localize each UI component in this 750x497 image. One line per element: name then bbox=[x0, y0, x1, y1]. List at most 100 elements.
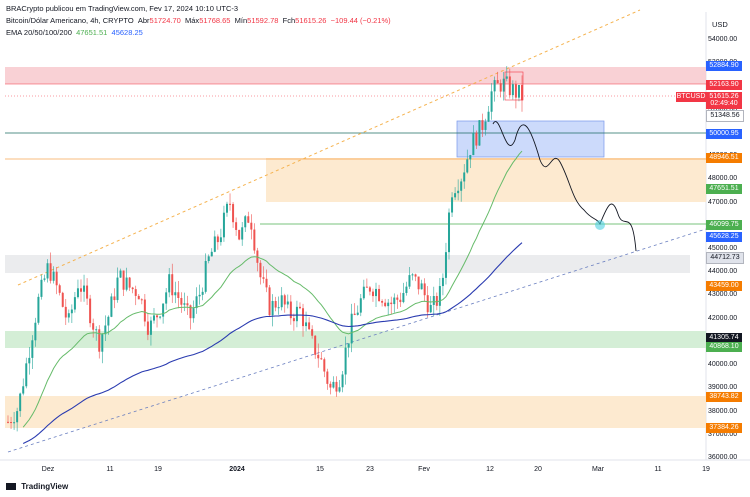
ema-label: EMA 20/50/100/200 bbox=[6, 28, 72, 37]
candle-body bbox=[232, 204, 235, 223]
upper-trendline bbox=[17, 9, 641, 286]
candle-body bbox=[83, 285, 86, 292]
candle-body bbox=[131, 287, 134, 290]
candle-body bbox=[19, 393, 22, 412]
candle-body bbox=[22, 386, 25, 394]
candle-body bbox=[49, 263, 52, 281]
price-tick: 45000.00 bbox=[708, 245, 738, 252]
candle-body bbox=[262, 277, 265, 279]
candle-body bbox=[165, 292, 168, 304]
candle-body bbox=[55, 271, 58, 286]
price-tick: 36000.00 bbox=[708, 454, 738, 461]
candle-body bbox=[426, 295, 429, 313]
candle-body bbox=[508, 76, 511, 96]
candle-body bbox=[292, 318, 295, 322]
price-tick: 43000.00 bbox=[708, 291, 738, 299]
candle-body bbox=[338, 387, 341, 392]
candle-body bbox=[341, 374, 344, 388]
candle-body bbox=[298, 306, 301, 309]
candle-body bbox=[241, 227, 244, 240]
candle-body bbox=[408, 275, 411, 287]
candle-body bbox=[207, 256, 210, 262]
price-tick: 47000.00 bbox=[708, 198, 738, 206]
candle-body bbox=[104, 325, 107, 335]
candle-body bbox=[414, 274, 417, 277]
candle-body bbox=[122, 270, 125, 290]
candle-body bbox=[174, 292, 177, 296]
candle-body bbox=[411, 274, 414, 276]
candle-body bbox=[210, 251, 213, 257]
price-tick: 37000.00 bbox=[708, 430, 738, 438]
candle-series bbox=[7, 66, 523, 432]
time-tick: Dez bbox=[41, 466, 55, 473]
symbol-title[interactable]: Bitcoin/Dólar Americano, 4h, CRYPTO bbox=[6, 16, 134, 25]
candle-body bbox=[43, 278, 46, 280]
candle-body bbox=[244, 216, 247, 228]
candle-body bbox=[405, 286, 408, 293]
ema-legend[interactable]: EMA 20/50/100/200 47651.51 45628.25 bbox=[6, 28, 143, 37]
candle-body bbox=[183, 303, 186, 305]
candle-body bbox=[31, 340, 34, 358]
currency-label[interactable]: USD bbox=[712, 20, 728, 29]
price-tick: 42000.00 bbox=[708, 314, 738, 322]
candle-body bbox=[143, 299, 146, 322]
candle-body bbox=[92, 323, 95, 330]
candle-body bbox=[329, 383, 332, 388]
candle-body bbox=[475, 132, 478, 146]
candle-body bbox=[7, 421, 9, 423]
time-tick: 23 bbox=[366, 466, 374, 473]
price-tag: 37384.26 bbox=[706, 423, 742, 433]
candle-body bbox=[347, 343, 350, 348]
price-tag: 50000.95 bbox=[706, 129, 742, 139]
candle-body bbox=[335, 381, 338, 392]
candle-body bbox=[356, 312, 359, 315]
candle-body bbox=[86, 285, 89, 299]
candle-body bbox=[180, 298, 183, 305]
candle-body bbox=[101, 334, 104, 352]
candle-body bbox=[521, 84, 523, 101]
candle-body bbox=[149, 320, 152, 335]
low-label: Mín bbox=[234, 16, 248, 25]
candle-body bbox=[37, 296, 40, 323]
candle-body bbox=[496, 80, 499, 84]
ema-50-line bbox=[22, 150, 523, 428]
price-tag: 51348.56 bbox=[706, 110, 744, 122]
candle-body bbox=[441, 277, 444, 287]
price-tag: 38743.82 bbox=[706, 392, 742, 402]
candle-body bbox=[25, 363, 28, 387]
price-tag: 46099.75 bbox=[706, 220, 742, 230]
candle-body bbox=[61, 292, 64, 307]
time-tick: 19 bbox=[154, 466, 162, 473]
candle-body bbox=[375, 288, 378, 297]
green-support-zone bbox=[5, 331, 706, 348]
candle-body bbox=[64, 306, 67, 318]
candle-body bbox=[420, 283, 423, 290]
ema-value-50: 47651.51 bbox=[76, 28, 108, 37]
candle-body bbox=[189, 305, 192, 319]
price-tick: 54000.00 bbox=[708, 36, 738, 43]
candle-body bbox=[253, 229, 256, 251]
time-tick: 19 bbox=[702, 466, 710, 473]
candle-body bbox=[113, 296, 116, 301]
candle-body bbox=[259, 262, 262, 278]
candle-body bbox=[168, 274, 171, 293]
candle-body bbox=[469, 155, 472, 160]
price-tag: 52163.90 bbox=[706, 80, 742, 90]
candle-body bbox=[326, 371, 329, 384]
candle-body bbox=[225, 203, 228, 213]
candle-body bbox=[353, 313, 356, 315]
orange-zone-upper bbox=[266, 158, 706, 202]
candle-body bbox=[517, 84, 520, 98]
candle-body bbox=[393, 297, 396, 305]
candle-body bbox=[186, 303, 189, 306]
candle-body bbox=[283, 295, 286, 305]
footer: TradingView bbox=[6, 482, 68, 491]
price-tag: 40868.10 bbox=[706, 342, 742, 352]
candle-body bbox=[156, 315, 159, 318]
candle-body bbox=[387, 302, 390, 307]
candle-body bbox=[289, 301, 292, 319]
candle-body bbox=[146, 321, 149, 335]
candle-body bbox=[286, 301, 289, 305]
orange-zone-lower bbox=[5, 396, 706, 428]
